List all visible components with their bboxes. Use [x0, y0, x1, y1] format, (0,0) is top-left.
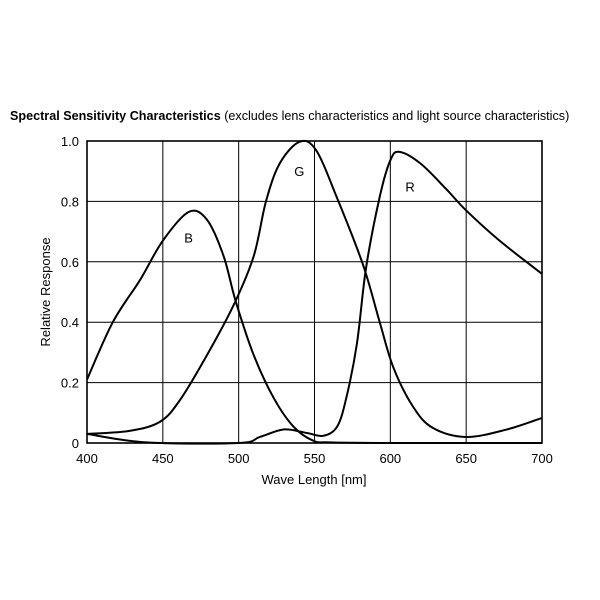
- y-tick-label: 0: [72, 436, 79, 451]
- series-labels: B G R: [184, 164, 414, 245]
- tick-labels: 400 450 500 550 600 650 700 0 0.2 0.4 0.6 0.8 1.0: [61, 134, 553, 466]
- chart-title-main: Spectral Sensitivity Characteristics: [10, 109, 221, 123]
- x-tick-label: 500: [228, 451, 250, 466]
- chart-subtitle: (excludes lens characteristics and light…: [224, 109, 570, 123]
- series-label-B: B: [184, 231, 193, 246]
- x-tick-label: 400: [76, 451, 98, 466]
- y-tick-label: 0.2: [61, 376, 79, 391]
- x-tick-label: 650: [455, 451, 477, 466]
- y-tick-label: 0.6: [61, 255, 79, 270]
- series-label-G: G: [294, 164, 304, 179]
- x-axis-label: Wave Length [nm]: [261, 472, 366, 487]
- y-tick-label: 1.0: [61, 134, 79, 149]
- chart-title: Spectral Sensitivity Characteristics (ex…: [10, 109, 569, 123]
- x-tick-label: 700: [531, 451, 553, 466]
- y-tick-label: 0.4: [61, 315, 79, 330]
- y-axis-label: Relative Response: [38, 237, 53, 346]
- y-tick-label: 0.8: [61, 194, 79, 209]
- grid: [86, 140, 543, 444]
- series-line-G: [86, 139, 543, 438]
- x-tick-label: 450: [152, 451, 174, 466]
- series-label-R: R: [405, 179, 414, 194]
- series-line-R: [86, 150, 543, 445]
- plot-frame: [86, 140, 543, 444]
- x-tick-label: 550: [304, 451, 326, 466]
- x-tick-label: 600: [379, 451, 401, 466]
